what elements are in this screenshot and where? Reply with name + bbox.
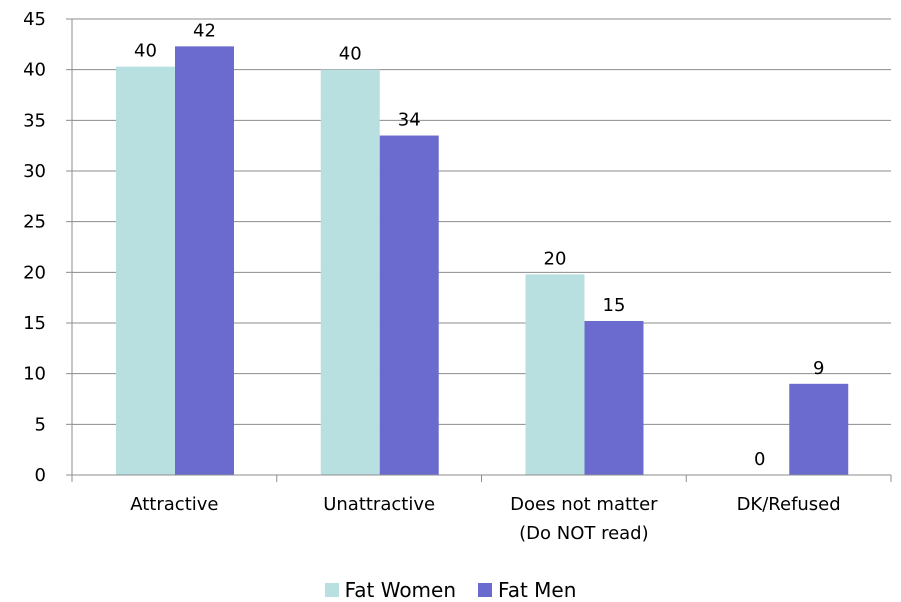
bar-fat-women-0	[116, 66, 175, 476]
data-label-fat-men-3: 9	[813, 358, 824, 379]
category-label-2: Does not matter (Do NOT read)	[510, 494, 658, 544]
category-label-1: Unattractive	[323, 494, 435, 515]
category-label-line: DK/Refused	[737, 494, 841, 515]
data-label-fat-women-2: 20	[544, 248, 567, 269]
bar-fat-men-0	[175, 46, 234, 476]
category-label-0: Attractive	[130, 494, 218, 515]
legend: Fat Women Fat Men	[0, 578, 901, 602]
data-label-fat-women-3: 0	[754, 449, 765, 470]
category-label-3: DK/Refused	[737, 494, 841, 515]
bars	[116, 46, 849, 476]
legend-swatch-fat-women	[324, 583, 339, 597]
y-tick-label-35: 35	[23, 110, 46, 131]
legend-item-fat-men: Fat Men	[478, 578, 576, 602]
category-label-line: (Do NOT read)	[519, 523, 649, 544]
labels: 0 5 10 15 20 25 30 35 40 45 40 42 Attractive 40 34 Unat…	[23, 9, 841, 544]
data-label-fat-men-1: 34	[398, 110, 421, 131]
y-tick-label-20: 20	[23, 262, 46, 283]
legend-label-fat-women: Fat Women	[344, 578, 457, 602]
y-tick-label-45: 45	[23, 9, 46, 30]
axes	[66, 18, 892, 482]
data-label-fat-women-0: 40	[134, 41, 157, 62]
y-tick-label-40: 40	[23, 60, 46, 81]
data-label-fat-men-0: 42	[193, 20, 216, 41]
legend-label-fat-men: Fat Men	[498, 578, 577, 602]
y-tick-label-0: 0	[35, 465, 46, 486]
legend-item-fat-women: Fat Women	[324, 578, 457, 602]
bar-fat-men-2	[584, 320, 644, 475]
bar-fat-men-3	[789, 383, 849, 475]
category-label-line: Attractive	[130, 494, 218, 515]
bar-fat-men-1	[379, 135, 439, 476]
legend-swatch-fat-men	[478, 583, 493, 597]
data-label-fat-men-2: 15	[603, 295, 626, 316]
bar-fat-women-2	[525, 274, 585, 475]
category-label-line: Unattractive	[323, 494, 435, 515]
y-tick-label-10: 10	[23, 364, 46, 385]
y-tick-label-15: 15	[23, 313, 46, 334]
category-label-line: Does not matter	[510, 494, 658, 515]
y-tick-label-5: 5	[35, 414, 46, 435]
data-label-fat-women-1: 40	[339, 44, 362, 65]
y-tick-label-25: 25	[23, 212, 46, 233]
y-tick-label-30: 30	[23, 161, 46, 182]
bar-fat-women-1	[320, 69, 380, 476]
